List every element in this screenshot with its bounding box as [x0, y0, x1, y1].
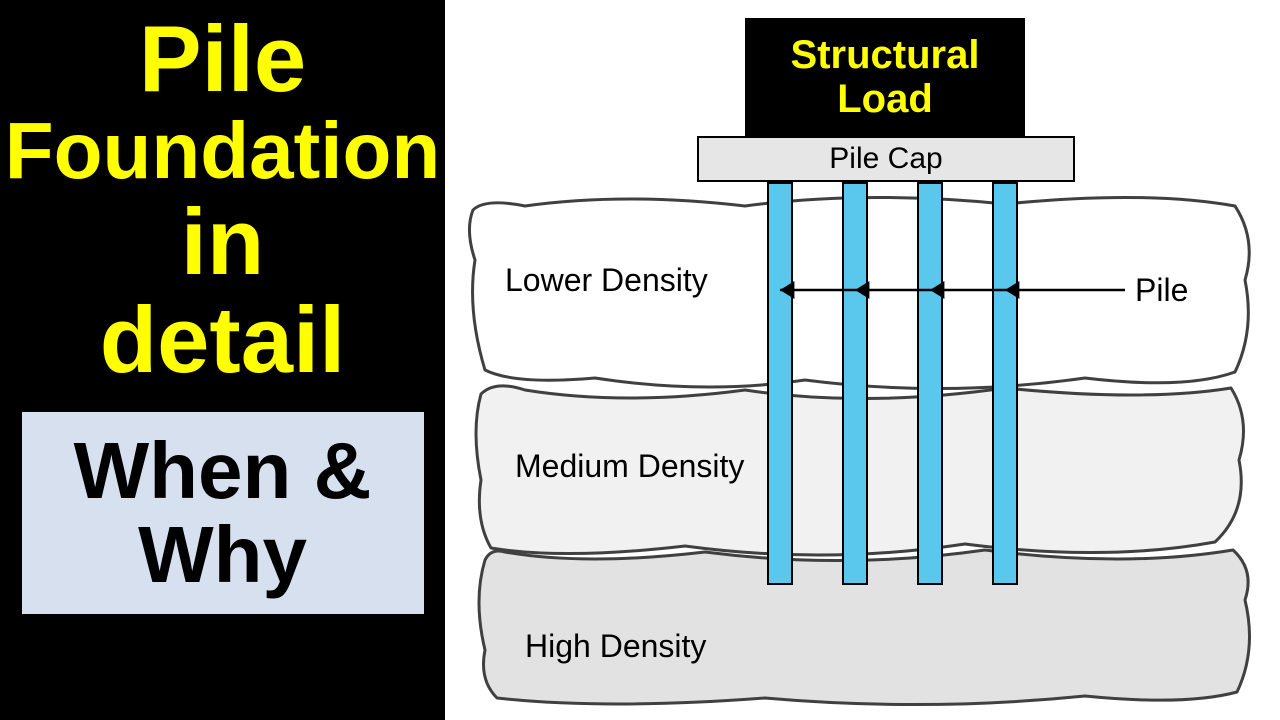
soil-layer-label-2: Medium Density: [515, 448, 744, 485]
pile-callout-label: Pile: [1135, 272, 1188, 309]
pile-cap: Pile Cap: [697, 136, 1075, 182]
pile-1: [767, 182, 793, 585]
soil-layer-label-1: Lower Density: [505, 262, 708, 299]
subtitle-box: When & Why: [18, 408, 428, 618]
title-line-3: in: [181, 193, 265, 292]
title-line-4: detail: [100, 291, 346, 390]
subtitle-line-1: When &: [74, 429, 372, 513]
diagram-panel: Pile Cap Structural Load Pile Lower Dens…: [445, 0, 1280, 720]
load-line-1: Structural: [791, 33, 980, 77]
load-line-2: Load: [837, 77, 933, 121]
title-line-1: Pile: [139, 10, 306, 109]
subtitle-line-2: Why: [138, 513, 307, 597]
pile-4: [992, 182, 1018, 585]
pile-cap-label: Pile Cap: [829, 142, 942, 176]
pile-2: [842, 182, 868, 585]
pile-3: [917, 182, 943, 585]
structural-load-box: Structural Load: [745, 18, 1025, 136]
left-panel: Pile Foundation in detail When & Why: [0, 0, 445, 720]
title-line-2: Foundation: [5, 109, 440, 193]
soil-layer-label-3: High Density: [525, 628, 706, 665]
